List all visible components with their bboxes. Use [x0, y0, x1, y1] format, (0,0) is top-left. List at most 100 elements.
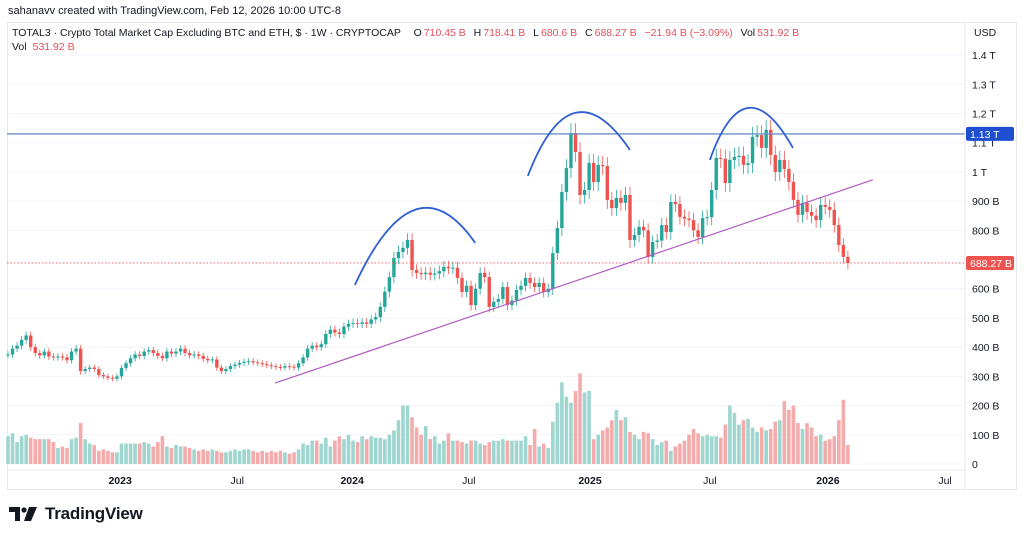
candle-body [569, 133, 573, 169]
volume-bar [428, 439, 433, 464]
volume-bar [342, 439, 346, 464]
candle-body [741, 155, 746, 165]
candle-body [619, 197, 623, 203]
volume-bar [691, 428, 696, 464]
volume-bar [837, 420, 841, 464]
candle-body [469, 285, 473, 306]
volume-bar [119, 443, 124, 464]
volume-bar [15, 442, 19, 464]
candle-body [351, 322, 355, 324]
candle-body [814, 215, 818, 221]
volume-bar [42, 439, 47, 464]
candle-body [414, 270, 419, 273]
volume-bar [646, 433, 650, 464]
volume-bar [696, 433, 700, 464]
candle-body [505, 286, 510, 306]
y-tick-label: 100 B [972, 430, 999, 442]
candle-body [501, 286, 505, 299]
candle-body [187, 353, 192, 356]
volume-bar [19, 436, 24, 464]
currency-label[interactable]: USD [974, 27, 997, 39]
volume-bar [818, 434, 823, 464]
x-tick-label: Jul [703, 475, 716, 487]
volume-bar [832, 436, 837, 464]
candle-body [650, 242, 655, 257]
candle-body [678, 204, 682, 217]
volume-bar [264, 452, 269, 464]
volume-bar [423, 426, 428, 464]
candle-body [750, 136, 755, 164]
volume-bar [800, 428, 805, 464]
volume-bar [682, 440, 687, 464]
volume-bar [65, 447, 69, 464]
volume-bar [605, 427, 610, 464]
volume-bar [251, 450, 255, 464]
candle-body [346, 323, 351, 327]
close-value: 688.27 B [594, 27, 637, 39]
volume-bar [573, 390, 578, 464]
candle-body [383, 291, 387, 307]
arc-drawing[interactable] [354, 206, 476, 286]
volume-bar [541, 443, 546, 464]
high-value: 718.41 B [483, 27, 526, 39]
candle-body [746, 163, 750, 165]
x-tick-label: 2023 [108, 475, 132, 487]
candle-body [292, 366, 296, 368]
y-tick-label: 500 B [972, 313, 999, 325]
volume-bar [314, 440, 319, 464]
candle-body [419, 272, 423, 275]
volume-bar [478, 443, 482, 464]
candle-body [396, 251, 401, 259]
candle-body [278, 367, 283, 369]
candle-body [260, 363, 264, 365]
volume-bar [796, 423, 800, 464]
candle-body [151, 350, 155, 354]
candle-body [364, 322, 369, 324]
arc-drawing[interactable] [526, 111, 631, 177]
volume-bar [505, 440, 510, 464]
arc-drawing[interactable] [709, 106, 794, 161]
trendline[interactable] [274, 179, 874, 384]
candle-body [805, 202, 809, 212]
price-badge [966, 126, 1014, 141]
candle-body [237, 362, 242, 365]
candle-body [310, 345, 314, 349]
candle-body [401, 247, 405, 252]
candle-body [582, 190, 587, 195]
candle-body [719, 157, 723, 159]
volume-bar [464, 443, 469, 464]
volume-bar [641, 431, 646, 464]
candle-body [759, 135, 764, 148]
candle-body [305, 348, 310, 358]
candle-body [660, 225, 664, 241]
tradingview-logo[interactable]: TradingView [9, 504, 143, 524]
volume-bar [610, 420, 614, 464]
ohlc-legend: TOTAL3 · Crypto Total Market Cap Excludi… [12, 27, 801, 39]
candle-body [328, 329, 333, 335]
volume-bars [6, 373, 850, 464]
candle-body [405, 239, 410, 248]
volume-bar [510, 440, 514, 464]
candle-body [333, 329, 337, 333]
volume-bar [473, 440, 478, 464]
candle-body [183, 348, 187, 354]
volume-bar [346, 434, 351, 464]
candle-body [51, 356, 56, 358]
volume-bar [755, 431, 759, 464]
volume-bar [278, 450, 283, 464]
candle-body [29, 335, 33, 348]
candle-body [610, 199, 614, 209]
candle-body [623, 194, 628, 203]
volume-bar [555, 402, 560, 464]
candle-body [846, 256, 850, 263]
candle-body [178, 348, 183, 352]
volume-bar [296, 449, 301, 464]
volume-bar [283, 452, 287, 464]
candle-body [337, 332, 342, 335]
volume-bar [709, 436, 714, 464]
volume-bar [237, 450, 242, 464]
volume-bar [773, 421, 778, 464]
volume-bar [514, 440, 519, 464]
volume-bar [782, 401, 787, 464]
